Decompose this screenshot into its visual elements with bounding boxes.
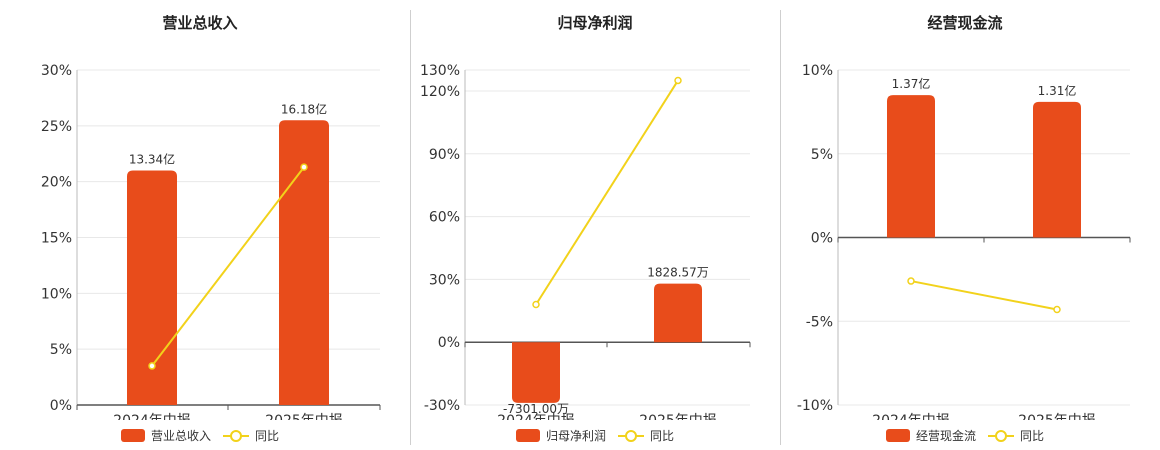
- chart-title: 归母净利润: [557, 14, 633, 32]
- yoy-point: [907, 277, 915, 285]
- legend-line-swatch: [618, 429, 644, 442]
- chart-legend: 经营现金流 同比: [780, 427, 1150, 444]
- chart-title: 经营现金流: [927, 14, 1003, 32]
- bar-data-label: 13.34亿: [129, 152, 175, 167]
- legend-bar-swatch: [120, 429, 145, 442]
- x-category-label: 2024年中报: [872, 413, 950, 420]
- y-tick-label: 25%: [41, 119, 72, 135]
- y-tick-label: -5%: [806, 314, 833, 330]
- yoy-line: [151, 166, 305, 367]
- bar: [1033, 101, 1081, 238]
- y-tick-label: 5%: [811, 147, 833, 163]
- x-category-label: 2025年中报: [1018, 413, 1096, 420]
- legend-item-bar[interactable]: 经营现金流: [885, 427, 976, 444]
- legend-line-swatch: [223, 429, 249, 442]
- bar-data-label: -7301.00万: [503, 402, 569, 416]
- legend-line-label: 同比: [650, 429, 675, 443]
- panel-divider: [780, 10, 781, 445]
- bar: [654, 283, 702, 343]
- bar: [887, 95, 935, 238]
- y-tick-label: 0%: [811, 231, 833, 247]
- yoy-point: [674, 76, 682, 85]
- y-tick-label: 30%: [41, 63, 72, 79]
- panel-divider: [410, 10, 411, 445]
- bar: [127, 170, 177, 405]
- legend-item-bar[interactable]: 归母净利润: [515, 427, 606, 444]
- y-tick-label: -10%: [797, 398, 833, 414]
- y-tick-label: 120%: [420, 84, 460, 100]
- y-tick-label: 20%: [41, 175, 72, 191]
- chart-title: 营业总收入: [162, 14, 238, 32]
- yoy-point: [1053, 305, 1061, 314]
- y-tick-label: 60%: [429, 210, 460, 226]
- y-tick-label: 90%: [429, 147, 460, 163]
- bar-data-label: 1.37亿: [892, 76, 931, 91]
- x-category-label: 2024年中报: [497, 413, 575, 420]
- legend-line-swatch: [988, 429, 1014, 442]
- y-tick-label: -30%: [424, 398, 460, 414]
- y-tick-label: 0%: [438, 335, 460, 351]
- legend-bar-swatch: [885, 429, 910, 442]
- bar-data-label: 1.31亿: [1038, 83, 1077, 98]
- bar-data-label: 16.18亿: [281, 101, 327, 116]
- y-tick-label: 0%: [50, 398, 72, 414]
- yoy-point: [300, 163, 308, 171]
- legend-bar-label: 营业总收入: [150, 429, 211, 443]
- legend-line-label: 同比: [1020, 429, 1045, 443]
- bar: [279, 120, 329, 405]
- cash-flow-chart-svg: -10% -5% 0% 5% 10% 1.37亿 1.31亿 2024年中报 2025年中报: [797, 63, 1131, 420]
- legend-bar-label: 经营现金流: [915, 429, 976, 443]
- revenue-chart-panel: 营业总收入 0% 5% 10% 15% 20% 25% 30% 13.34亿 16.18亿 202…: [0, 0, 400, 450]
- legend-item-line[interactable]: 同比: [618, 427, 674, 444]
- yoy-point: [148, 362, 156, 370]
- revenue-chart-svg: 0% 5% 10% 15% 20% 25% 30% 13.34亿 16.18亿 2024年中报 20…: [41, 63, 381, 420]
- y-tick-label: 15%: [41, 231, 72, 247]
- y-tick-label: 30%: [429, 272, 460, 288]
- x-category-label: 2025年中报: [265, 413, 343, 420]
- y-tick-label: 5%: [50, 342, 72, 358]
- legend-line-label: 同比: [255, 429, 280, 443]
- y-tick-label: 10%: [41, 286, 72, 302]
- bar-data-label: 1828.57万: [647, 266, 709, 280]
- yoy-line: [910, 280, 1058, 311]
- bar: [512, 342, 560, 403]
- legend-item-line[interactable]: 同比: [988, 427, 1044, 444]
- chart-legend: 归母净利润 同比: [410, 427, 780, 444]
- y-tick-label: 130%: [420, 63, 460, 79]
- x-category-label: 2025年中报: [639, 413, 717, 420]
- legend-item-line[interactable]: 同比: [223, 427, 279, 444]
- yoy-line: [535, 79, 679, 306]
- chart-legend: 营业总收入 同比: [0, 427, 400, 444]
- net-profit-chart-svg: -30% 0% 30% 60% 90% 120% 130% -7301.00万 1828.57万…: [420, 63, 751, 420]
- yoy-point: [532, 300, 540, 309]
- net-profit-chart-panel: 归母净利润 -30% 0% 30% 60% 90% 120% 130% -7301.00万 18…: [410, 0, 780, 450]
- legend-bar-swatch: [515, 429, 540, 442]
- legend-item-bar[interactable]: 营业总收入: [120, 427, 211, 444]
- legend-bar-label: 归母净利润: [545, 429, 606, 443]
- x-category-label: 2024年中报: [113, 413, 191, 420]
- cash-flow-chart-panel: 经营现金流 -10% -5% 0% 5% 10% 1.37亿 1.31亿 2024年中报 202…: [780, 0, 1150, 450]
- y-tick-label: 10%: [802, 63, 833, 79]
